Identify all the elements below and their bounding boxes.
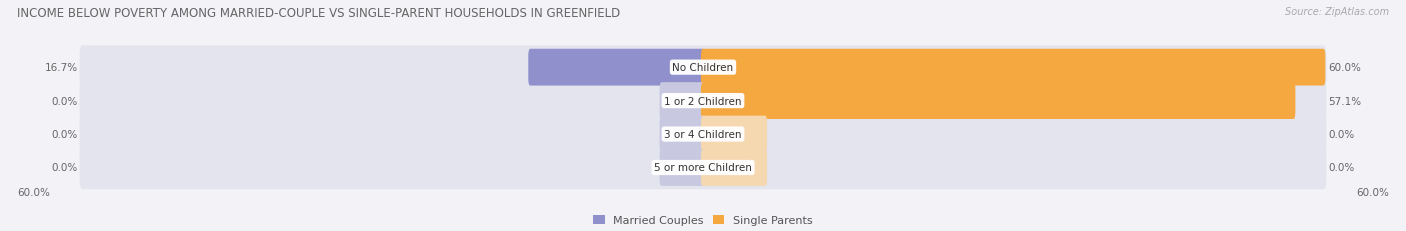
FancyBboxPatch shape <box>702 149 768 186</box>
FancyBboxPatch shape <box>80 79 1326 123</box>
Text: 60.0%: 60.0% <box>1329 63 1361 73</box>
FancyBboxPatch shape <box>529 49 704 86</box>
FancyBboxPatch shape <box>80 146 1326 189</box>
Text: 0.0%: 0.0% <box>1329 130 1355 140</box>
FancyBboxPatch shape <box>702 116 768 153</box>
FancyBboxPatch shape <box>659 116 704 153</box>
Text: 60.0%: 60.0% <box>17 187 49 197</box>
FancyBboxPatch shape <box>80 46 1326 89</box>
Legend: Married Couples, Single Parents: Married Couples, Single Parents <box>593 215 813 225</box>
Text: 3 or 4 Children: 3 or 4 Children <box>664 130 742 140</box>
Text: 0.0%: 0.0% <box>51 130 77 140</box>
FancyBboxPatch shape <box>80 113 1326 156</box>
FancyBboxPatch shape <box>659 149 704 186</box>
FancyBboxPatch shape <box>702 83 1295 119</box>
Text: 0.0%: 0.0% <box>51 96 77 106</box>
Text: Source: ZipAtlas.com: Source: ZipAtlas.com <box>1285 7 1389 17</box>
Text: 1 or 2 Children: 1 or 2 Children <box>664 96 742 106</box>
Text: 60.0%: 60.0% <box>1357 187 1389 197</box>
Text: 0.0%: 0.0% <box>1329 163 1355 173</box>
Text: 16.7%: 16.7% <box>45 63 77 73</box>
Text: No Children: No Children <box>672 63 734 73</box>
Text: INCOME BELOW POVERTY AMONG MARRIED-COUPLE VS SINGLE-PARENT HOUSEHOLDS IN GREENFI: INCOME BELOW POVERTY AMONG MARRIED-COUPL… <box>17 7 620 20</box>
FancyBboxPatch shape <box>659 83 704 119</box>
FancyBboxPatch shape <box>702 49 1326 86</box>
Text: 5 or more Children: 5 or more Children <box>654 163 752 173</box>
Text: 57.1%: 57.1% <box>1329 96 1361 106</box>
Text: 0.0%: 0.0% <box>51 163 77 173</box>
